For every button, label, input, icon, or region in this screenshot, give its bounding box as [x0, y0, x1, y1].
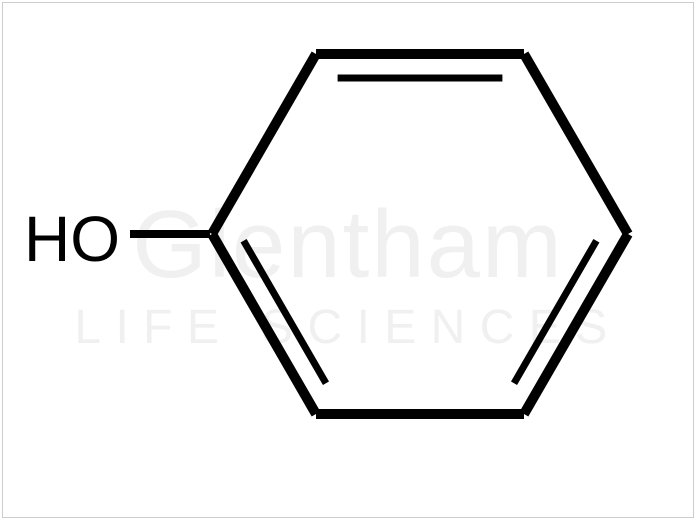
hydroxyl-label: HO: [24, 202, 120, 276]
